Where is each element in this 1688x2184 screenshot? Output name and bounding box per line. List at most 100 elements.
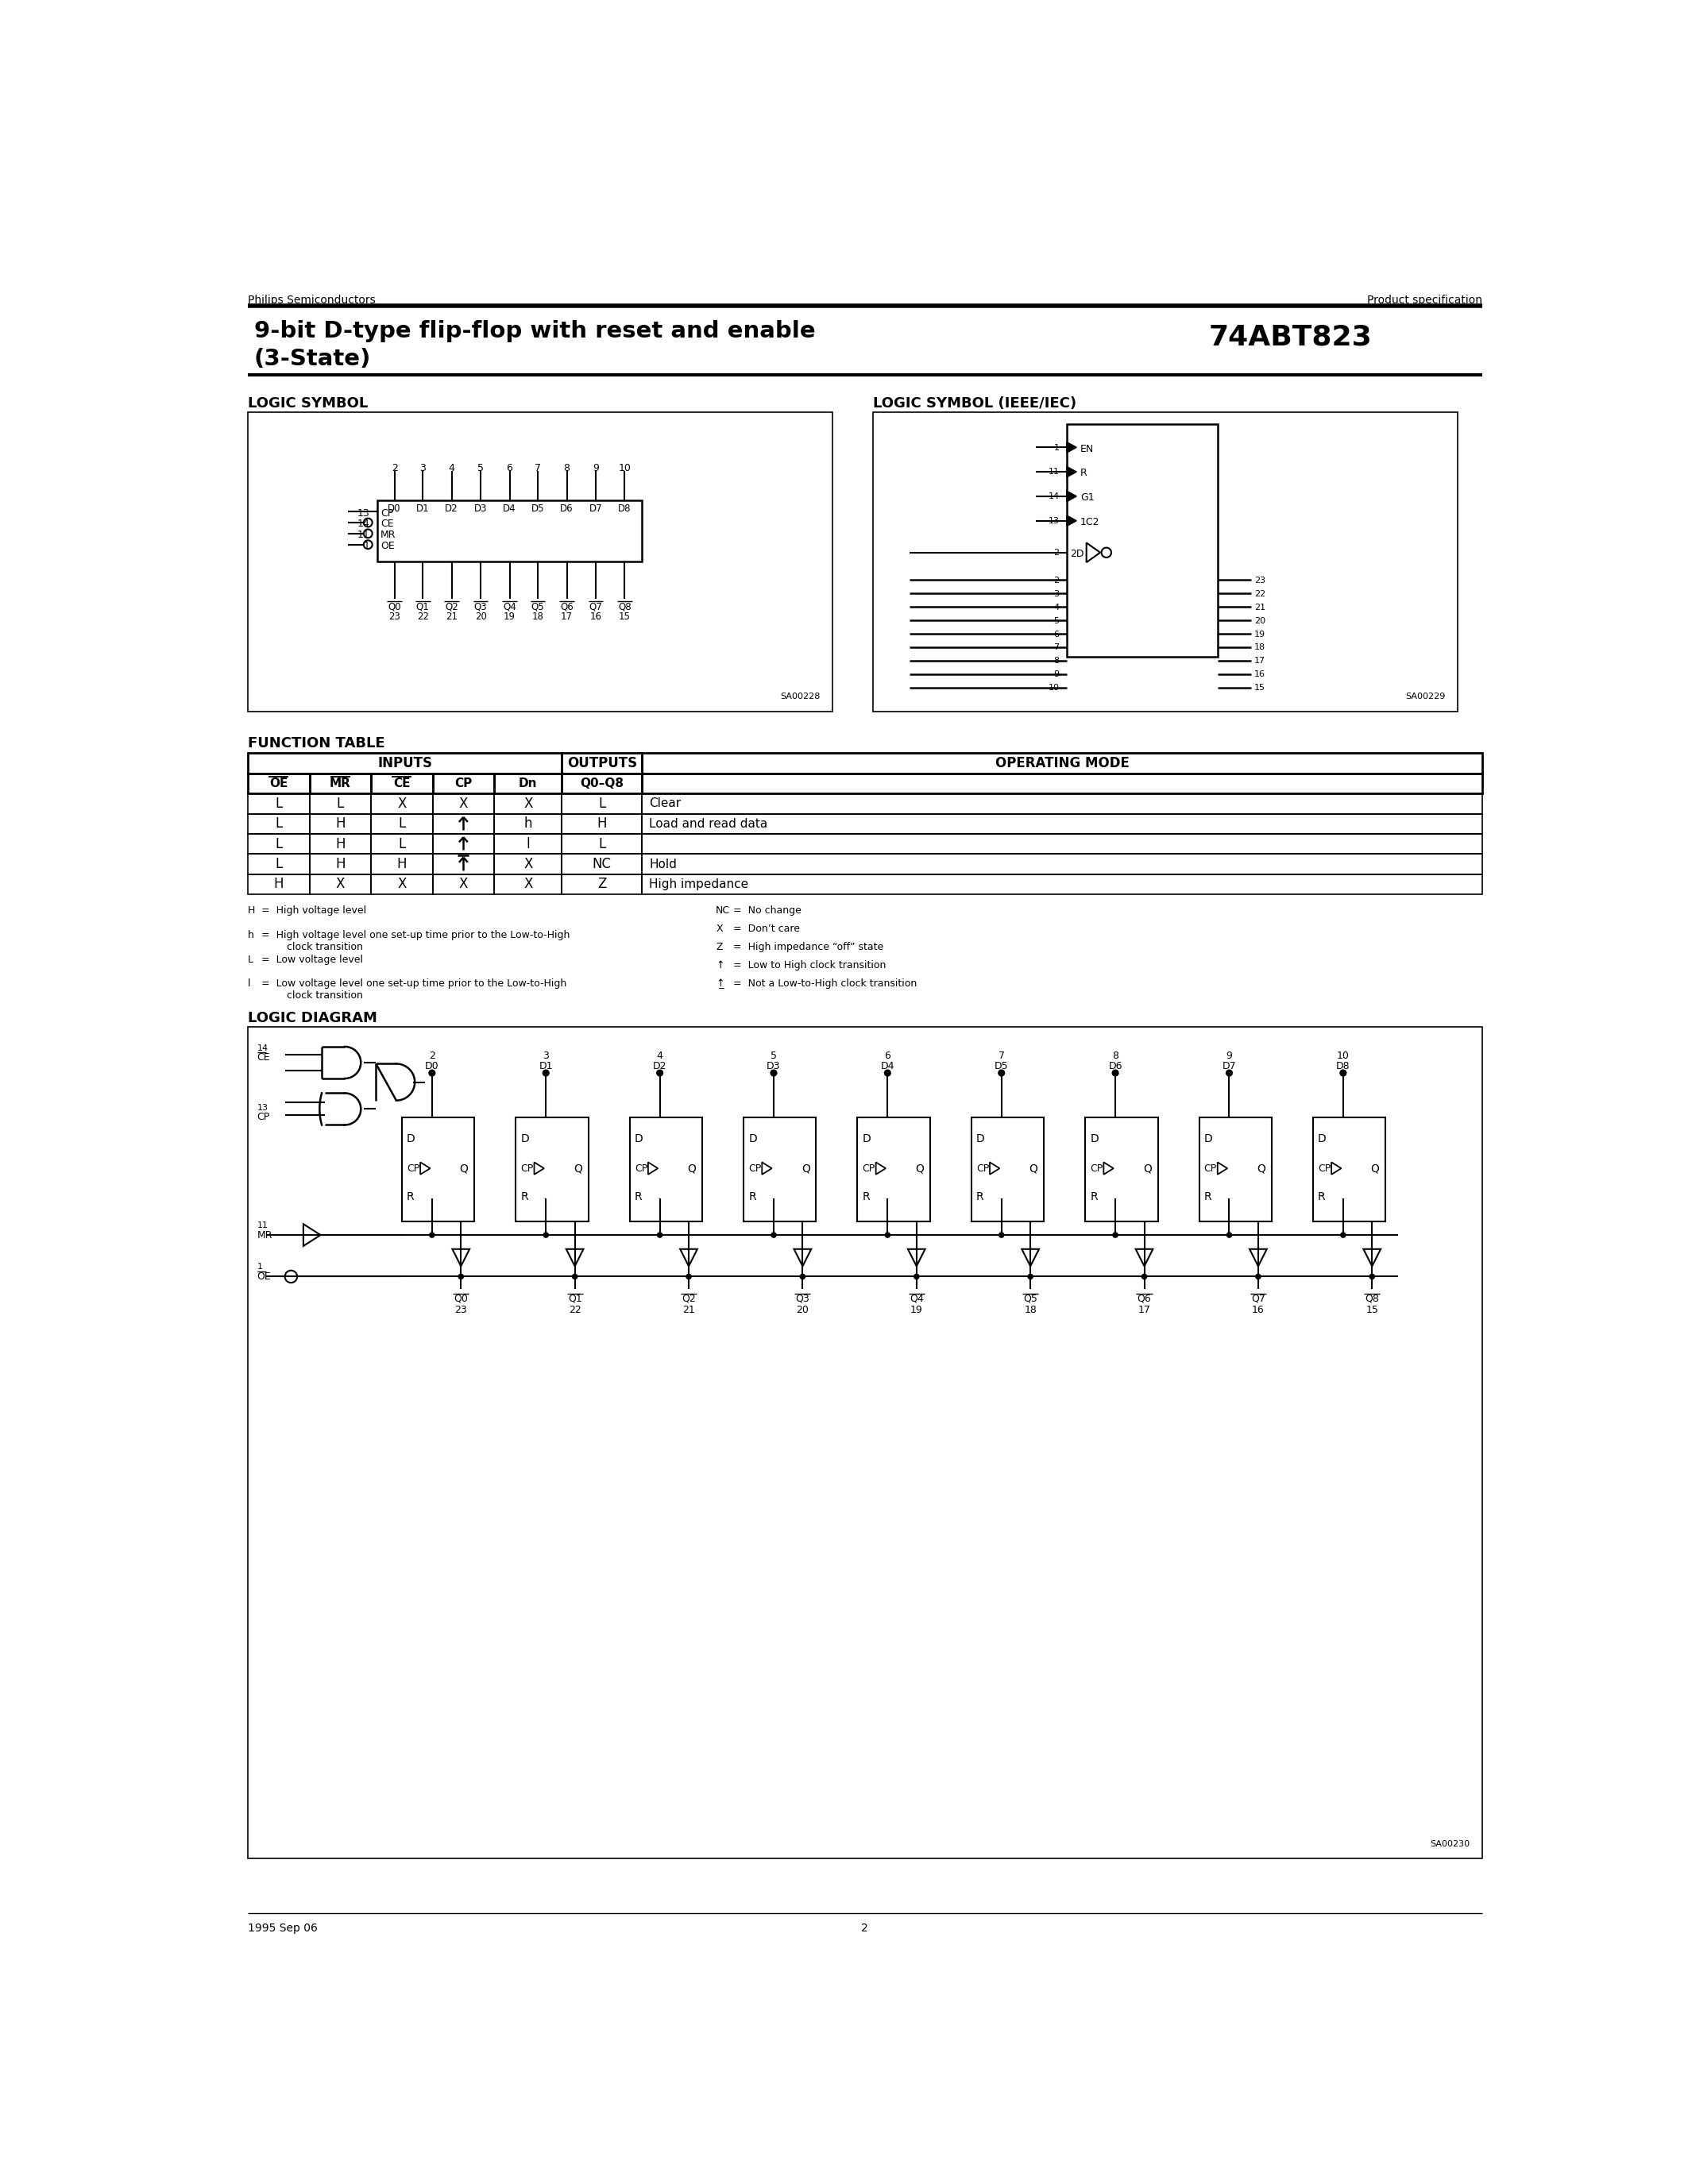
Bar bbox=[432, 815, 495, 834]
Bar bbox=[371, 815, 432, 834]
Text: L: L bbox=[336, 797, 344, 810]
Circle shape bbox=[657, 1070, 663, 1077]
Text: Q0–Q8: Q0–Q8 bbox=[581, 778, 625, 788]
Text: 3: 3 bbox=[544, 1051, 549, 1061]
Text: Q6: Q6 bbox=[1138, 1293, 1151, 1304]
Text: 1: 1 bbox=[257, 1262, 263, 1271]
Text: 21: 21 bbox=[682, 1304, 695, 1315]
Bar bbox=[432, 874, 495, 895]
Text: 10: 10 bbox=[1048, 684, 1060, 692]
Text: LOGIC SYMBOL (IEEE/IEC): LOGIC SYMBOL (IEEE/IEC) bbox=[873, 397, 1077, 411]
Text: 2: 2 bbox=[392, 463, 398, 474]
Text: X: X bbox=[523, 856, 533, 871]
Circle shape bbox=[572, 1273, 577, 1280]
Text: 2: 2 bbox=[429, 1051, 436, 1061]
Text: 7: 7 bbox=[535, 463, 542, 474]
Text: 14: 14 bbox=[257, 1044, 268, 1053]
Text: 13: 13 bbox=[1048, 518, 1060, 524]
Bar bbox=[562, 834, 641, 854]
Circle shape bbox=[1256, 1273, 1261, 1280]
Circle shape bbox=[459, 1273, 464, 1280]
Text: X: X bbox=[523, 797, 533, 810]
Text: OPERATING MODE: OPERATING MODE bbox=[994, 756, 1129, 771]
Text: L: L bbox=[598, 797, 606, 810]
Text: =  Low to High clock transition: = Low to High clock transition bbox=[733, 961, 886, 970]
Text: D5: D5 bbox=[532, 505, 545, 513]
Bar bbox=[641, 753, 1482, 773]
Text: 17: 17 bbox=[1254, 657, 1266, 666]
Text: OE: OE bbox=[380, 542, 395, 550]
Bar bbox=[248, 413, 832, 712]
Bar bbox=[371, 854, 432, 874]
Bar bbox=[1198, 1118, 1271, 1221]
Bar bbox=[248, 834, 309, 854]
Text: 17: 17 bbox=[1138, 1304, 1151, 1315]
Text: =  Low voltage level one set-up time prior to the Low-to-High
        clock tran: = Low voltage level one set-up time prio… bbox=[262, 978, 567, 1000]
Text: 4: 4 bbox=[449, 463, 454, 474]
Circle shape bbox=[1112, 1070, 1119, 1077]
Bar bbox=[495, 874, 562, 895]
Text: CP: CP bbox=[1204, 1164, 1217, 1173]
Text: 9: 9 bbox=[1053, 670, 1060, 679]
Text: D: D bbox=[1318, 1133, 1327, 1144]
Text: L: L bbox=[275, 836, 282, 852]
Text: 22: 22 bbox=[1254, 590, 1266, 598]
Text: H: H bbox=[336, 817, 346, 830]
Text: 20: 20 bbox=[474, 612, 486, 622]
Circle shape bbox=[1225, 1070, 1232, 1077]
Circle shape bbox=[1028, 1273, 1033, 1280]
Text: 4: 4 bbox=[1053, 603, 1060, 612]
Text: G1: G1 bbox=[1080, 494, 1094, 502]
Text: Q8: Q8 bbox=[1366, 1293, 1379, 1304]
Text: SA00229: SA00229 bbox=[1406, 692, 1445, 701]
Text: CP: CP bbox=[635, 1164, 648, 1173]
Text: X: X bbox=[716, 924, 722, 935]
Bar bbox=[309, 773, 371, 793]
Bar bbox=[495, 854, 562, 874]
Text: =  High voltage level one set-up time prior to the Low-to-High
        clock tra: = High voltage level one set-up time pri… bbox=[262, 930, 571, 952]
Text: 20: 20 bbox=[1254, 616, 1266, 625]
Text: 14: 14 bbox=[358, 520, 370, 529]
Text: Z: Z bbox=[716, 941, 722, 952]
Text: D5: D5 bbox=[994, 1061, 1008, 1070]
Bar bbox=[1067, 424, 1217, 657]
Text: Load and read data: Load and read data bbox=[650, 817, 768, 830]
Text: SA00230: SA00230 bbox=[1430, 1839, 1470, 1848]
Text: 6: 6 bbox=[1053, 631, 1060, 638]
Text: R: R bbox=[1090, 1192, 1097, 1203]
Text: =  Don’t care: = Don’t care bbox=[733, 924, 800, 935]
Bar bbox=[1085, 1118, 1158, 1221]
Text: R: R bbox=[748, 1192, 756, 1203]
Text: Clear: Clear bbox=[650, 797, 682, 810]
Text: CP: CP bbox=[380, 509, 393, 518]
Text: 11: 11 bbox=[257, 1221, 268, 1230]
Text: 5: 5 bbox=[770, 1051, 776, 1061]
Text: 18: 18 bbox=[1254, 644, 1266, 651]
Text: ↑̲: ↑̲ bbox=[716, 978, 724, 989]
Text: CP: CP bbox=[454, 778, 473, 788]
Text: 2: 2 bbox=[1053, 548, 1060, 557]
Bar bbox=[562, 815, 641, 834]
Text: 8: 8 bbox=[1053, 657, 1060, 666]
Bar bbox=[495, 773, 562, 793]
Text: Q4: Q4 bbox=[503, 601, 517, 612]
Text: H: H bbox=[273, 878, 284, 891]
Text: H: H bbox=[248, 906, 255, 915]
Circle shape bbox=[913, 1273, 918, 1280]
Bar bbox=[630, 1118, 702, 1221]
Text: Dn: Dn bbox=[518, 778, 537, 788]
Text: X: X bbox=[397, 878, 407, 891]
Text: 7: 7 bbox=[1053, 644, 1060, 651]
Bar bbox=[971, 1118, 1043, 1221]
Polygon shape bbox=[1067, 515, 1077, 526]
Text: L: L bbox=[248, 954, 253, 965]
Bar bbox=[309, 874, 371, 895]
Bar bbox=[432, 854, 495, 874]
Text: CP: CP bbox=[976, 1164, 989, 1173]
Text: D3: D3 bbox=[766, 1061, 780, 1070]
Circle shape bbox=[429, 1232, 434, 1238]
Text: l: l bbox=[527, 836, 530, 852]
Text: 6: 6 bbox=[506, 463, 513, 474]
Text: 1: 1 bbox=[1053, 443, 1060, 452]
Text: 10: 10 bbox=[618, 463, 631, 474]
